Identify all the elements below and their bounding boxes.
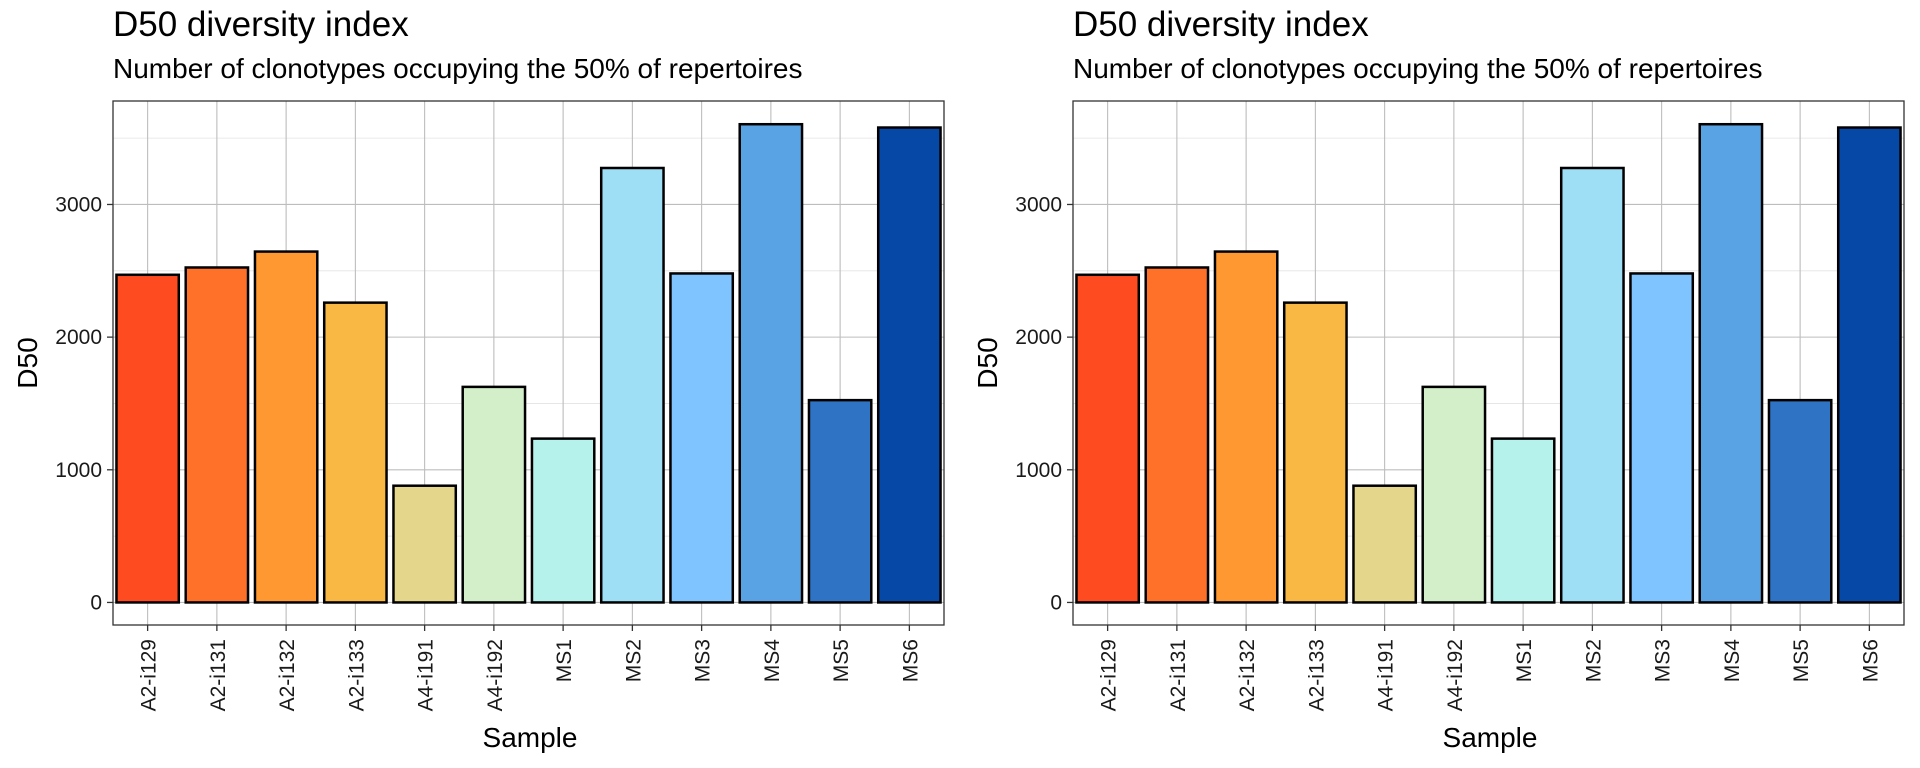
x-tick-label: MS4 (1721, 639, 1744, 683)
x-tick-label: MS2 (622, 639, 645, 682)
bar-MS5 (807, 398, 873, 604)
chart-subtitle: Number of clonotypes occupying the 50% o… (113, 53, 803, 84)
x-tick-label: A4-i191 (1375, 639, 1398, 711)
chart-title: D50 diversity index (113, 5, 409, 44)
x-tick-label: A2-i132 (276, 639, 299, 711)
x-tick-label: MS5 (830, 639, 853, 682)
bar-MS1 (530, 437, 596, 604)
plot-background (113, 101, 944, 625)
x-tick-label: A2-i129 (138, 639, 161, 711)
x-tick-label: MS3 (1652, 639, 1675, 682)
x-tick-label: A2-i131 (207, 639, 230, 711)
bar-A4-i192 (461, 385, 527, 604)
x-tick-label: MS6 (1859, 639, 1882, 682)
y-tick-label: 2000 (1015, 326, 1062, 349)
bar-chart-right: 0 1000 2000 3000 A2-i129 A2-i131 A2-i132 A2-i13… (972, 100, 1905, 753)
y-tick-label: 0 (1050, 591, 1062, 614)
bar-MS2 (599, 166, 665, 604)
x-tick-label: A2-i129 (1098, 639, 1121, 711)
bar-A2-i132 (253, 250, 319, 604)
y-axis-label: D50 (972, 337, 1003, 388)
chart-panel-right: D50 diversity index Number of clonotypes… (960, 0, 1920, 768)
bar-A4-i192 (1421, 385, 1487, 604)
y-tick-label: 1000 (1015, 459, 1062, 482)
bar-MS4 (738, 122, 804, 604)
x-tick-label: MS4 (761, 639, 784, 683)
x-tick-label: MS1 (1513, 639, 1536, 682)
bar-MS6 (1836, 126, 1902, 604)
bar-MS3 (669, 272, 735, 604)
x-tick-label: A4-i191 (415, 639, 438, 711)
bar-A4-i191 (392, 484, 458, 604)
y-tick-label: 3000 (1015, 193, 1062, 216)
bar-A2-i133 (322, 301, 388, 604)
bar-MS1 (1490, 437, 1556, 604)
chart-subtitle: Number of clonotypes occupying the 50% o… (1073, 53, 1763, 84)
y-tick-label: 0 (90, 591, 102, 614)
y-tick-label: 2000 (55, 326, 102, 349)
bar-A2-i132 (1213, 250, 1279, 604)
plot-background (1073, 101, 1904, 625)
x-tick-label: A4-i192 (1444, 639, 1467, 711)
x-tick-label: A2-i132 (1236, 639, 1259, 711)
bar-MS3 (1629, 272, 1695, 604)
x-axis-label: Sample (1443, 722, 1538, 753)
chart-title: D50 diversity index (1073, 5, 1369, 44)
bar-A4-i191 (1352, 484, 1418, 604)
x-tick-label: A2-i133 (345, 639, 368, 711)
bar-MS6 (876, 126, 942, 604)
bar-A2-i129 (1075, 273, 1141, 604)
bar-MS4 (1698, 122, 1764, 604)
x-tick-label: MS6 (899, 639, 922, 682)
x-tick-label: A2-i133 (1305, 639, 1328, 711)
x-tick-label: MS5 (1790, 639, 1813, 682)
y-axis-label: D50 (12, 337, 43, 388)
bar-A2-i131 (184, 266, 250, 604)
x-tick-label: MS3 (692, 639, 715, 682)
plot-frame (112, 100, 945, 626)
chart-panel-left: D50 diversity index Number of clonotypes… (12, 5, 945, 753)
x-axis-label: Sample (483, 722, 578, 753)
bar-A2-i131 (1144, 266, 1210, 604)
x-tick-label: A2-i131 (1167, 639, 1190, 711)
x-tick-label: MS2 (1582, 639, 1605, 682)
plot-frame (1072, 100, 1905, 626)
bar-A2-i129 (115, 273, 181, 604)
x-tick-label: MS1 (553, 639, 576, 682)
bar-MS5 (1767, 398, 1833, 604)
y-tick-label: 1000 (55, 459, 102, 482)
bar-MS2 (1559, 166, 1625, 604)
y-tick-label: 3000 (55, 193, 102, 216)
bar-chart-left: 0 1000 2000 3000 A2-i129 A2-i131 A2-i132 A2-i13… (12, 100, 945, 753)
x-tick-label: A4-i192 (484, 639, 507, 711)
bar-A2-i133 (1282, 301, 1348, 604)
